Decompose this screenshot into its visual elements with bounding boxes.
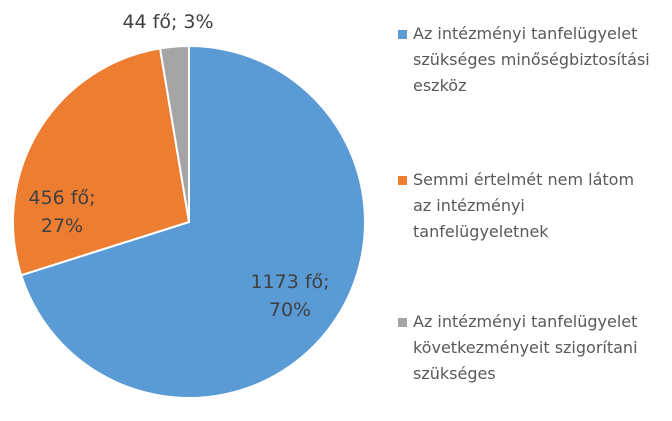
data-label: 1173 fő; 70% — [250, 271, 330, 321]
data-label: 44 fő; 3% — [122, 11, 214, 33]
pie-slice — [12, 47, 191, 277]
legend-swatch — [398, 176, 407, 185]
data-label: 456 fő; 27% — [28, 187, 96, 237]
legend-label: Az intézményi tanfelügyelet következmény… — [413, 312, 638, 383]
pie-slice — [158, 44, 190, 223]
legend-swatch — [398, 30, 407, 39]
pie-slice — [19, 44, 366, 399]
legend-label: Az intézményi tanfelügyelet szükséges mi… — [413, 24, 650, 95]
legend-swatch — [398, 318, 407, 327]
legend-label: Semmi értelmét nem látom az intézményi t… — [413, 170, 635, 241]
